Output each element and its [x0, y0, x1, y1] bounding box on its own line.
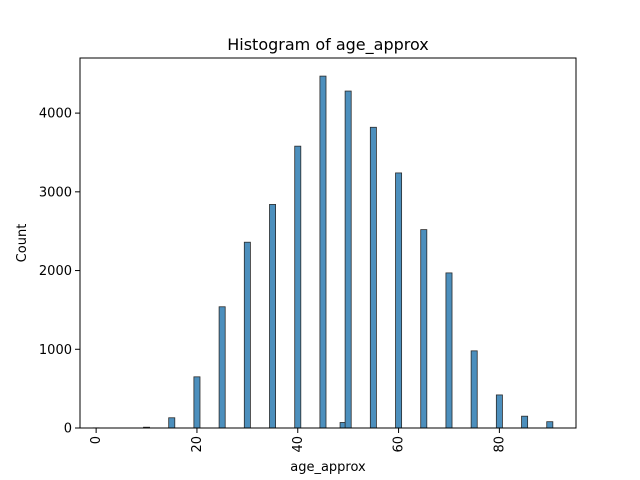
x-tick-label-3: 60: [392, 436, 407, 453]
x-tick-label-1: 20: [190, 436, 205, 453]
x-tick-label-4: 80: [492, 436, 507, 453]
histogram-bar-2: [168, 417, 176, 429]
histogram-bar-15: [470, 350, 478, 429]
histogram-bar-12: [395, 172, 403, 429]
histogram-bar-17: [521, 415, 529, 429]
x-tick-label-2: 40: [291, 436, 306, 453]
histogram-bar-4: [218, 306, 226, 429]
histogram-bar-3: [193, 376, 201, 429]
y-tick-label-0: 0: [64, 422, 72, 437]
y-axis-ticks: 0 1000 2000 3000 4000: [39, 107, 80, 437]
chart-title: Histogram of age_approx: [227, 35, 429, 55]
histogram-bar-7: [294, 145, 302, 429]
x-axis-ticks: 0 20 40 60 80: [89, 428, 507, 453]
x-tick-label-0: 0: [89, 436, 104, 444]
y-tick-label-1: 1000: [39, 343, 72, 358]
histogram-bar-10: [344, 90, 352, 429]
y-tick-label-2: 2000: [39, 264, 72, 279]
histogram-bar-14: [445, 272, 453, 429]
x-axis-label: age_approx: [290, 460, 366, 475]
histogram-bar-8: [319, 75, 327, 429]
histogram-bar-13: [420, 229, 428, 429]
histogram-bar-18: [546, 421, 554, 429]
y-axis-label: Count: [15, 224, 30, 263]
histogram-bar-16: [495, 394, 503, 429]
histogram-bar-11: [369, 126, 377, 429]
y-tick-label-3: 3000: [39, 185, 72, 200]
histogram-bar-5: [243, 241, 251, 429]
plot-frame: [79, 57, 577, 429]
y-tick-label-4: 4000: [39, 107, 72, 122]
histogram-bar-6: [269, 204, 276, 429]
